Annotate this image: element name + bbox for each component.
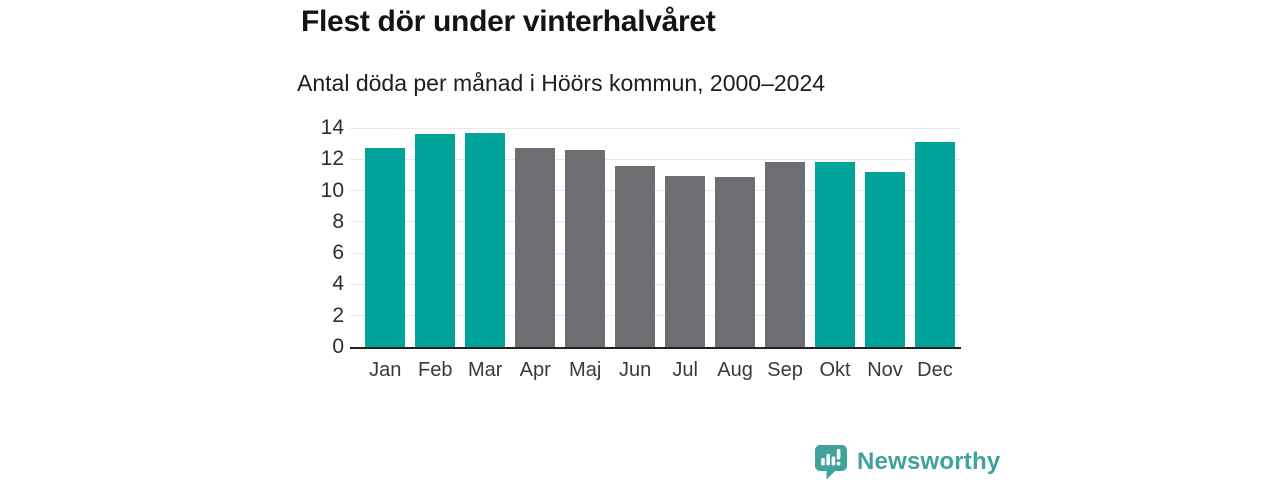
gridline-y8 bbox=[350, 221, 961, 223]
y-tick-label: 14 bbox=[320, 116, 344, 139]
newsworthy-logo-icon bbox=[815, 445, 847, 480]
bar-mar bbox=[465, 132, 506, 347]
x-tick-label-okt: Okt bbox=[819, 359, 851, 381]
x-tick-label-apr: Apr bbox=[519, 359, 551, 381]
bar-jul bbox=[665, 175, 706, 347]
y-tick-label: 6 bbox=[332, 241, 344, 265]
chart-subtitle: Antal döda per månad i Höörs kommun, 200… bbox=[297, 70, 826, 96]
gridline-y14 bbox=[350, 127, 961, 129]
x-tick-label-jul: Jul bbox=[672, 359, 698, 381]
brand-footer: Newsworthy bbox=[814, 444, 1000, 480]
x-tick-label-dec: Dec bbox=[917, 359, 953, 381]
brand-name: Newsworthy bbox=[857, 448, 1001, 475]
bar-chart: 0 2 4 6 8 10 12 14 Jan Feb Mar Apr Maj Jun Jul Aug Sep O… bbox=[250, 116, 961, 385]
gridline-y10 bbox=[350, 190, 961, 192]
x-tick-label-jun: Jun bbox=[619, 359, 652, 381]
bar-apr bbox=[515, 147, 556, 347]
x-tick-label-nov: Nov bbox=[867, 359, 903, 381]
bar-dec bbox=[914, 142, 955, 347]
x-tick-label-sep: Sep bbox=[767, 359, 803, 381]
y-tick-label: 12 bbox=[320, 147, 344, 171]
y-axis-tick-labels: 0 2 4 6 8 10 12 14 bbox=[250, 116, 344, 358]
bar-sep bbox=[765, 161, 806, 347]
x-tick-label-feb: Feb bbox=[418, 359, 453, 381]
gridline-y4 bbox=[350, 283, 961, 285]
bar-maj bbox=[565, 149, 606, 347]
y-tick-label: 2 bbox=[332, 303, 344, 327]
x-tick-label-mar: Mar bbox=[468, 359, 503, 381]
chart-title: Flest dör under vinterhalvåret bbox=[301, 5, 716, 38]
plot-area bbox=[350, 127, 961, 349]
gridline-y12 bbox=[350, 158, 961, 160]
bar-nov bbox=[865, 171, 905, 347]
bar-aug bbox=[715, 176, 756, 347]
bar-feb bbox=[415, 134, 456, 347]
gridline-y2 bbox=[350, 315, 961, 317]
logo-bars bbox=[821, 449, 841, 466]
x-tick-label-aug: Aug bbox=[717, 359, 753, 381]
bar-okt bbox=[815, 161, 856, 347]
x-tick-label-maj: Maj bbox=[569, 359, 602, 381]
bar-jan bbox=[365, 148, 406, 347]
y-tick-label: 4 bbox=[332, 272, 344, 296]
gridline-y6 bbox=[350, 252, 961, 254]
y-tick-label: 0 bbox=[332, 335, 344, 358]
bar-jun bbox=[615, 165, 656, 347]
y-tick-label: 10 bbox=[320, 178, 344, 202]
x-axis-tick-labels: Jan Feb Mar Apr Maj Jun Jul Aug Sep Okt Nov Dec bbox=[350, 357, 961, 385]
y-tick-label: 8 bbox=[332, 209, 344, 233]
x-tick-label-jan: Jan bbox=[369, 359, 402, 381]
